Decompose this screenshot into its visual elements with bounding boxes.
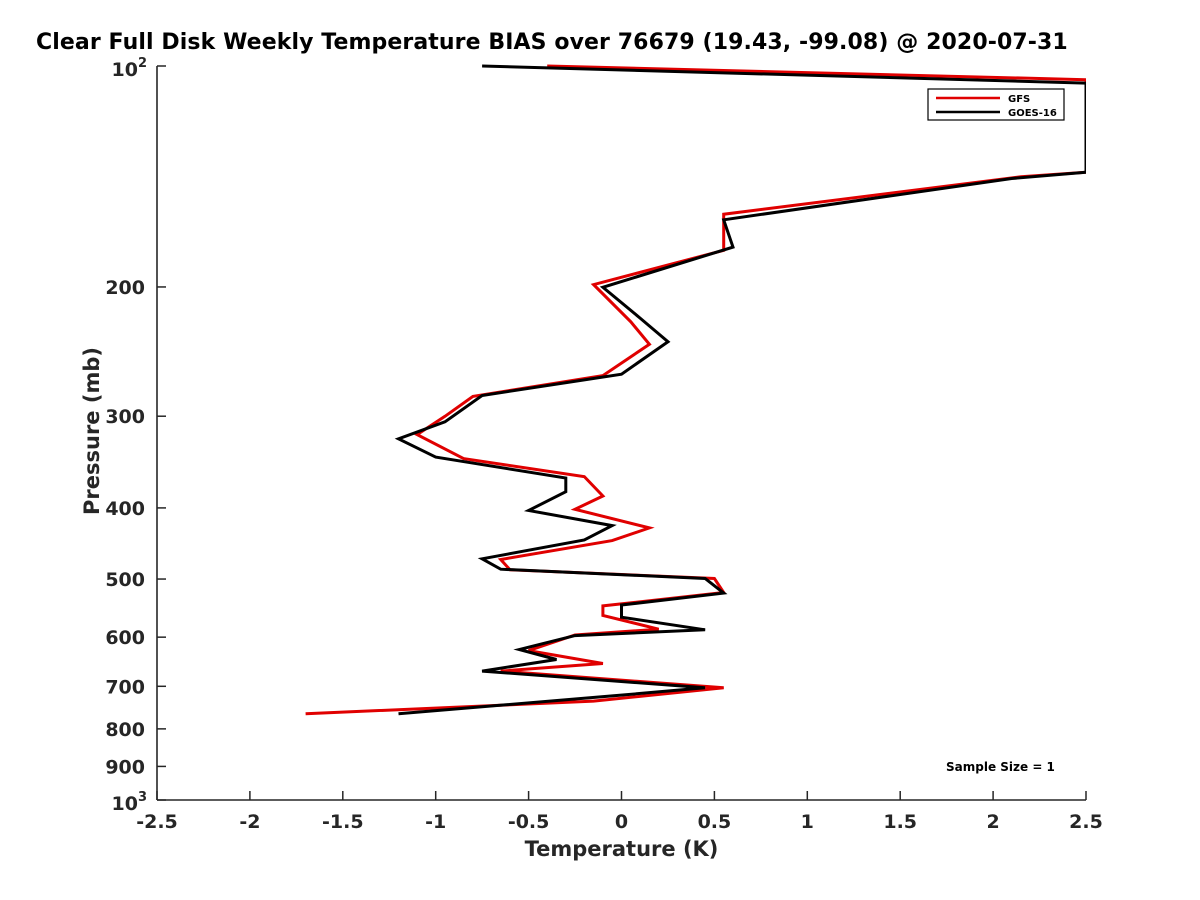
y-tick-label: 300	[105, 406, 145, 428]
y-tick-label: 600	[105, 627, 145, 649]
chart-title: Clear Full Disk Weekly Temperature BIAS …	[36, 30, 1068, 55]
y-tick-label: 800	[105, 719, 145, 741]
x-tick-label: -0.5	[508, 811, 550, 833]
y-tick-label: 400	[105, 498, 145, 520]
x-tick-label: 1	[801, 811, 814, 833]
axes	[156, 66, 1086, 801]
x-tick-label: -1.5	[322, 811, 364, 833]
x-tick-label: -2.5	[136, 811, 178, 833]
y-tick-label: 500	[105, 569, 145, 591]
x-tick-label: -2	[239, 811, 260, 833]
series-group	[305, 64, 1086, 716]
x-tick-label: 0	[615, 811, 628, 833]
y-tick-label: 200	[105, 277, 145, 299]
y-bottom-tick-label: 103	[112, 790, 148, 815]
legend: GFS GOES-16	[927, 88, 1065, 121]
y-top-base: 10	[112, 59, 138, 81]
y-tick-label: 900	[105, 756, 145, 778]
x-tick-label: 2.5	[1069, 811, 1103, 833]
x-axis-label: Temperature (K)	[525, 837, 719, 861]
y-bottom-base: 10	[112, 793, 138, 815]
series-line-goes16	[394, 64, 1086, 716]
y-top-exp: 2	[138, 56, 147, 71]
y-axis-label: Pressure (mb)	[80, 347, 104, 515]
axis-ticks: -2.5 -2 -1.5 -1 -0.5 0 0.5 1 1.5 2 2.5 200 300 400 500…	[105, 65, 1103, 833]
series-line-gfs	[305, 64, 1086, 716]
legend-label-gfs: GFS	[1008, 94, 1030, 105]
y-top-tick-label: 102	[112, 56, 148, 81]
x-tick-label: 2	[986, 811, 999, 833]
y-bottom-exp: 3	[138, 790, 147, 805]
y-tick-label: 700	[105, 676, 145, 698]
x-tick-label: -1	[425, 811, 446, 833]
x-tick-label: 1.5	[883, 811, 917, 833]
legend-label-goes16: GOES-16	[1008, 108, 1057, 119]
legend-box	[927, 88, 1065, 121]
series-layer	[305, 64, 1086, 716]
sample-size-annotation: Sample Size = 1	[946, 760, 1055, 774]
x-tick-label: 0.5	[698, 811, 732, 833]
